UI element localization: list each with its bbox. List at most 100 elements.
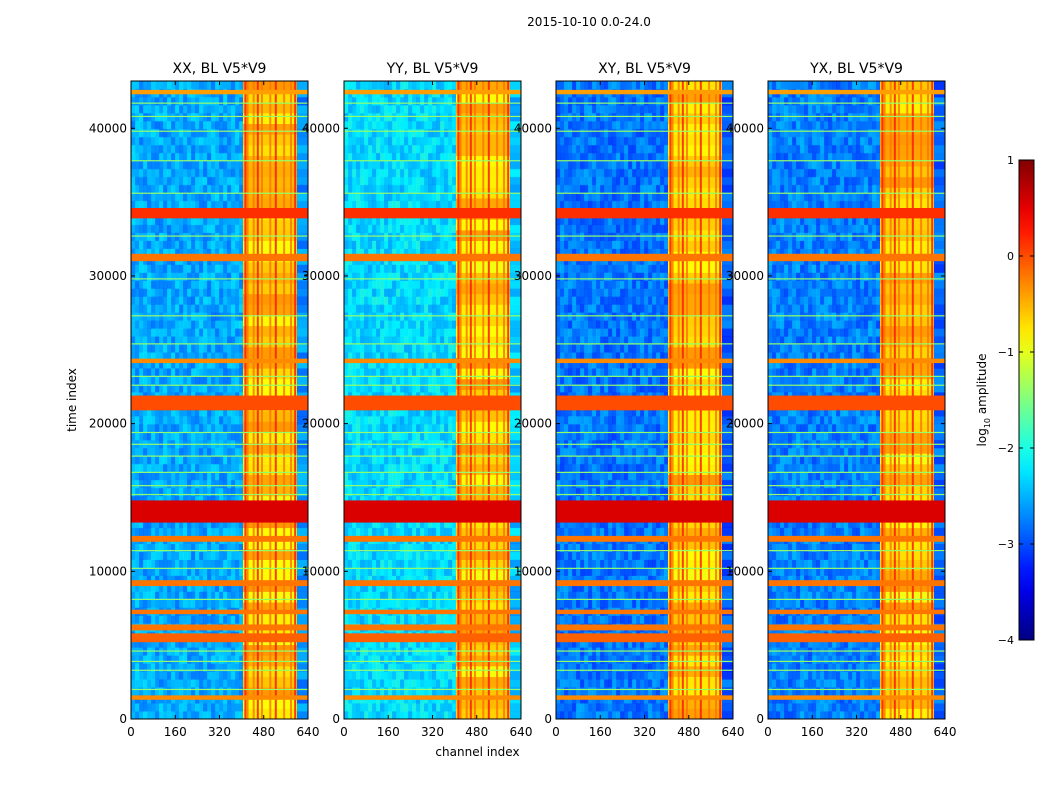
heatmap-cell (388, 591, 393, 600)
heatmap-cell (400, 192, 405, 202)
heatmap-cell (227, 352, 232, 361)
time-band (344, 500, 521, 523)
heatmap-cell (296, 344, 308, 353)
heatmap-cell (348, 184, 353, 194)
heatmap-cell (368, 559, 373, 568)
heatmap-cell (424, 96, 429, 106)
heatmap-cell (404, 703, 409, 712)
heatmap-cell (416, 128, 421, 138)
heatmap-cell (444, 264, 449, 273)
heatmap-cell (227, 176, 232, 186)
heatmap-cell (448, 296, 453, 305)
heatmap-cell (175, 455, 180, 465)
heatmap-cell (440, 152, 445, 162)
heatmap-cell (400, 120, 405, 130)
heatmap-cell (348, 687, 353, 696)
heatmap-cell (239, 328, 244, 337)
heatmap-cell (219, 360, 224, 369)
heatmap-cell (219, 368, 224, 377)
heatmap-cell (223, 447, 228, 457)
heatmap-cell (408, 176, 413, 186)
heatmap-cell (348, 487, 353, 497)
heatmap-cell (235, 264, 240, 273)
heatmap-cell (360, 320, 365, 329)
heatmap-cell (452, 264, 457, 273)
heatmap-cell (380, 423, 385, 433)
heatmap-cell (400, 112, 405, 122)
heatmap-cell (356, 471, 361, 481)
heatmap-cell (436, 81, 441, 90)
heatmap-cell (155, 567, 160, 576)
time-line (131, 160, 308, 162)
heatmap-cell (424, 128, 429, 138)
heatmap-cell (215, 128, 220, 138)
figure-suptitle: 2015-10-10 0.0-24.0 (527, 15, 651, 29)
heatmap-cell (203, 384, 208, 393)
heatmap-cell (348, 168, 353, 178)
heatmap-cell (199, 288, 204, 297)
heatmap-cell (380, 104, 385, 114)
heatmap-cell (163, 176, 168, 186)
heatmap-cell (155, 655, 160, 664)
heatmap-cell (219, 447, 224, 457)
heatmap-cell (163, 200, 168, 210)
heatmap-cell (195, 663, 200, 672)
heatmap-cell (392, 671, 397, 680)
heatmap-cell (187, 184, 192, 194)
heatmap-cell (139, 663, 144, 672)
heatmap-cell (444, 447, 449, 457)
heatmap-cell (296, 136, 308, 146)
heatmap-cell (227, 423, 232, 433)
heatmap-cell (187, 463, 192, 473)
heatmap-cell (400, 559, 405, 568)
heatmap-cell (296, 360, 308, 369)
heatmap-cell (227, 711, 232, 719)
heatmap-cell (183, 431, 188, 441)
heatmap-cell (400, 455, 405, 465)
heatmap-cell (235, 431, 240, 441)
heatmap-cell (412, 216, 417, 226)
heatmap-cell (203, 575, 208, 584)
heatmap-cell (360, 543, 365, 553)
heatmap-cell (380, 304, 385, 313)
heatmap-cell (139, 495, 144, 505)
heatmap-cell (404, 415, 409, 425)
heatmap-cell (171, 407, 176, 417)
heatmap-cell (139, 272, 144, 281)
heatmap-cell (191, 216, 196, 226)
heatmap-cell (412, 240, 417, 249)
heatmap-cell (428, 328, 433, 337)
heatmap-cell (436, 192, 441, 202)
heatmap-cell (151, 551, 156, 560)
time-line (344, 598, 521, 600)
heatmap-cell (171, 551, 176, 560)
heatmap-cell (159, 599, 164, 608)
heatmap-cell (223, 663, 228, 672)
heatmap-cell (139, 384, 144, 393)
heatmap-cell (452, 655, 457, 664)
heatmap-cell (368, 703, 373, 712)
heatmap-cell (155, 591, 160, 600)
heatmap-cell (211, 288, 216, 297)
heatmap-cell (452, 176, 457, 186)
heatmap-cell (159, 232, 164, 241)
heatmap-cell (135, 599, 140, 608)
heatmap-cell (163, 248, 168, 257)
heatmap-panel: YY, BL V5*V90 160 320 480 640010000200003000… (302, 61, 533, 759)
heatmap-cell (139, 136, 144, 146)
heatmap-cell (296, 304, 308, 313)
heatmap-cell (348, 352, 353, 361)
heatmap-cell (151, 200, 156, 210)
heatmap-cell (356, 543, 361, 553)
heatmap-cell (147, 384, 152, 393)
heatmap-cell (436, 663, 441, 672)
heatmap-cell (384, 128, 389, 138)
heatmap-cell (195, 200, 200, 210)
heatmap-cell (452, 455, 457, 465)
heatmap-cell (392, 567, 397, 576)
heatmap-cell (360, 344, 365, 353)
heatmap-cell (215, 328, 220, 337)
heatmap-cell (424, 687, 429, 696)
heatmap-cell (131, 423, 136, 433)
time-band (131, 358, 308, 364)
